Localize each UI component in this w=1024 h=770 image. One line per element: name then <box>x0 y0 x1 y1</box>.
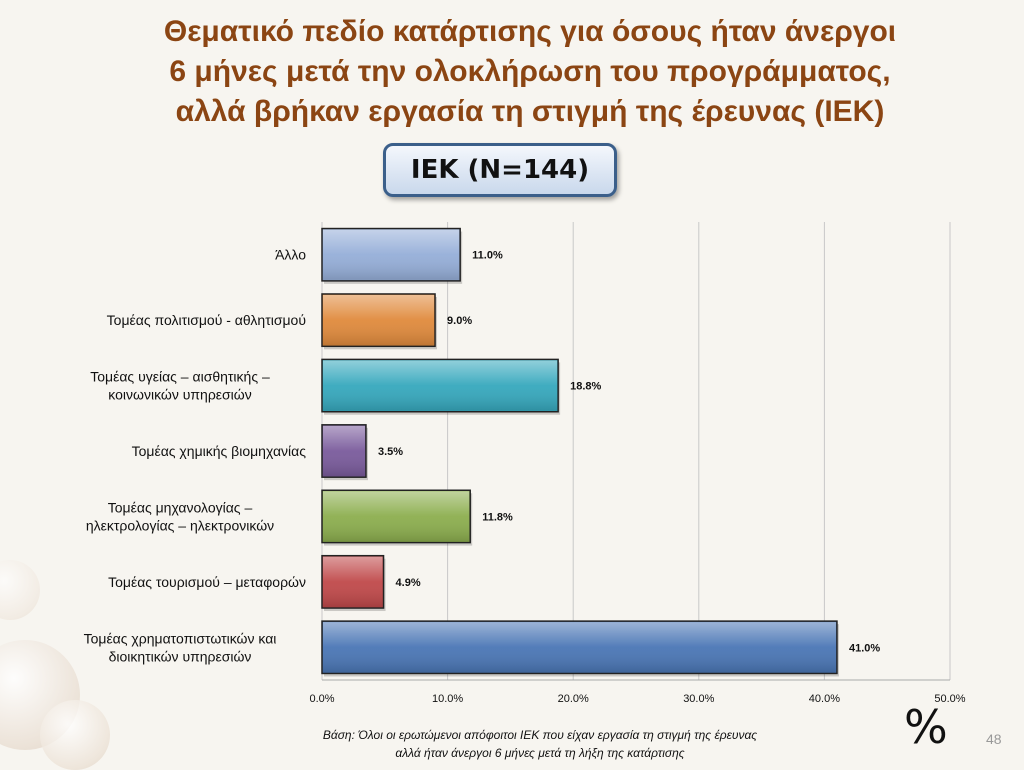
category-label-line: κοινωνικών υπηρεσιών <box>108 387 251 403</box>
footnote-line: Βάση: Όλοι οι ερωτώμενοι απόφοιτοι ΙΕΚ π… <box>322 728 758 742</box>
x-tick-label: 40.0% <box>809 693 840 705</box>
x-tick-label: 0.0% <box>309 693 334 705</box>
decorative-pearl <box>40 700 110 770</box>
data-label: 18.8% <box>570 381 601 393</box>
category-label-line: Τομέας χρηματοπιστωτικών και <box>84 630 277 646</box>
title-line: αλλά βρήκαν εργασία τη στιγμή της έρευνα… <box>175 95 885 128</box>
data-label: 4.9% <box>396 577 421 589</box>
bar-highlight <box>323 229 460 280</box>
bar-highlight <box>323 622 836 673</box>
bar-highlight <box>323 556 383 608</box>
bar-highlight <box>323 360 558 411</box>
category-label-line: ηλεκτρολογίας – ηλεκτρονικών <box>86 517 274 533</box>
category-label-line: Τομέας μηχανολογίας – <box>108 499 253 515</box>
bar-highlight <box>323 491 470 542</box>
title-line: Θεματικό πεδίο κατάρτισης για όσους ήταν… <box>163 15 897 48</box>
percent-symbol: % <box>904 700 948 754</box>
category-label: Τομέας χημικής βιομηχανίας <box>132 443 307 459</box>
data-label: 11.8% <box>482 511 513 523</box>
category-label-line: Τομέας χημικής βιομηχανίας <box>132 443 307 459</box>
category-label: Άλλο <box>275 247 306 263</box>
x-tick-label: 30.0% <box>683 693 714 705</box>
bar-chart: 0.0% 10.0% 20.0% 30.0% 40.0% 50.0% 11.0% Άλλο 9.… <box>84 222 966 705</box>
category-label-line: Άλλο <box>275 247 306 263</box>
x-tick-label: 20.0% <box>558 693 589 705</box>
data-label: 41.0% <box>849 642 880 654</box>
category-label: Τομέας πολιτισμού - αθλητισμού <box>107 312 306 328</box>
category-label: Τομέας χρηματοπιστωτικών και διοικητικών … <box>84 630 277 664</box>
title-line: 6 μήνες μετά την ολοκλήρωση του προγράμμ… <box>169 55 891 88</box>
sample-badge: ΙΕΚ (Ν=144) <box>383 143 617 197</box>
category-label-line: Τομέας τουρισμού – μεταφορών <box>108 574 306 590</box>
x-tick-label: 10.0% <box>432 693 463 705</box>
category-label-line: Τομέας πολιτισμού - αθλητισμού <box>107 312 306 328</box>
category-label-line: διοικητικών υπηρεσιών <box>109 648 252 664</box>
page-number: 48 <box>986 731 1002 747</box>
category-label: Τομέας υγείας – αισθητικής – κοινωνικών υ… <box>90 369 270 403</box>
bar-highlight <box>323 425 365 477</box>
bar-highlight <box>323 294 435 346</box>
page-title: Θεματικό πεδίο κατάρτισης για όσους ήταν… <box>60 12 1000 132</box>
category-label-line: Τομέας υγείας – αισθητικής – <box>90 369 270 385</box>
footnote: Βάση: Όλοι οι ερωτώμενοι απόφοιτοι ΙΕΚ π… <box>220 726 860 762</box>
data-label: 3.5% <box>378 446 403 458</box>
category-label: Τομέας τουρισμού – μεταφορών <box>108 574 306 590</box>
data-label: 11.0% <box>472 250 503 262</box>
footnote-line: αλλά ήταν άνεργοι 6 μήνες μετά τη λήξη τ… <box>395 746 685 760</box>
x-tick-label: 50.0% <box>934 693 965 705</box>
data-label: 9.0% <box>447 315 472 327</box>
category-label: Τομέας μηχανολογίας – ηλεκτρολογίας – ηλε… <box>86 499 274 533</box>
